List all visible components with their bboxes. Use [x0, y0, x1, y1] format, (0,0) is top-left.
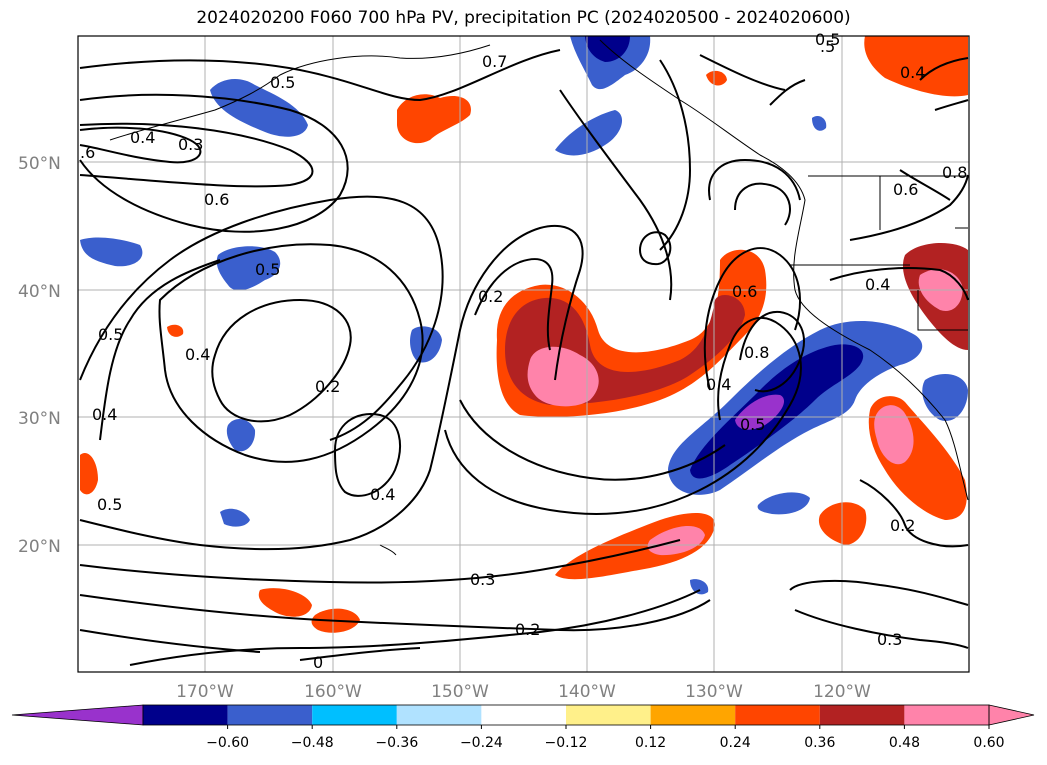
colorbar-segment: [312, 705, 397, 725]
contour-label: 0.5: [270, 73, 295, 92]
colorbar-segment: [143, 705, 228, 725]
precip-peak-region: [874, 405, 914, 465]
precip-negative-region: [210, 78, 308, 137]
lon-label: 160°W: [304, 682, 362, 702]
contour-label: 0.3: [178, 135, 203, 154]
precip-negative-region: [555, 110, 623, 156]
colorbar-segment: [650, 705, 736, 725]
colorbar: −0.60 −0.48 −0.36 −0.24 −0.12 0.12 0.24 0.36 0.4…: [11, 704, 1035, 751]
contour-label: 0.5: [255, 260, 280, 279]
graticule: [78, 36, 969, 672]
contour-label: 0: [313, 653, 323, 672]
colorbar-segment: [227, 705, 313, 725]
colorbar-tick-label: −0.12: [545, 735, 588, 751]
contour-label: 0.2: [890, 516, 915, 535]
colorbar-segment: [819, 705, 905, 725]
contour-label: 0.3: [877, 630, 902, 649]
contour-label: 0.4: [865, 275, 890, 294]
precip-negative-region: [812, 116, 827, 131]
contour-label: 0.2: [478, 287, 503, 306]
lon-label: 130°W: [685, 682, 743, 702]
longitude-labels: 170°W 160°W 150°W 140°W 130°W 120°W: [176, 682, 871, 702]
lat-label: 40°N: [18, 282, 61, 302]
contour-label: 0.4: [706, 375, 731, 394]
precip-negative-region: [226, 418, 256, 452]
map-frame: [77, 35, 970, 673]
contour-label: 0.4: [185, 345, 210, 364]
pv-contours: [79, 49, 969, 666]
precip-negative-region: [757, 492, 810, 515]
contour-label: 0.4: [370, 485, 395, 504]
precip-strong-negative-region: [585, 36, 630, 62]
contour-label: 0.5: [98, 325, 123, 344]
contour-label: 0.8: [942, 163, 967, 182]
colorbar-segment: [396, 705, 482, 725]
contour-label: 0.6: [893, 180, 918, 199]
contour-label: 0.2: [515, 620, 540, 639]
precip-negative-region: [220, 508, 250, 527]
colorbar-segment: [566, 705, 651, 725]
contour-label: 0.4: [900, 63, 925, 82]
contour-label: 0.2: [315, 377, 340, 396]
precip-positive-region: [258, 588, 312, 617]
colorbar-extend-high: [988, 704, 1035, 726]
colorbar-tick-label: −0.48: [291, 735, 334, 751]
contour-label: 0.5: [740, 415, 765, 434]
lat-label: 30°N: [18, 409, 61, 429]
colorbar-tick-label: 0.36: [804, 735, 835, 751]
colorbar-tick-label: −0.24: [460, 735, 503, 751]
precip-positive-region: [397, 94, 471, 144]
colorbar-extend-low: [11, 704, 144, 726]
contour-label: 0.7: [482, 52, 507, 71]
contour-label: 0.6: [732, 282, 757, 301]
colorbar-tick-label: −0.60: [206, 735, 249, 751]
precip-positive-region: [167, 324, 184, 337]
precip-positive-region: [706, 70, 727, 86]
contour-label: 0.8: [744, 343, 769, 362]
figure-title: 2024020200 F060 700 hPa PV, precipitatio…: [196, 8, 851, 28]
precip-min-region: [735, 394, 785, 430]
precip-fills: [80, 36, 968, 633]
contour-labels: 0.5 0.7 0.5 0.4 0.3 .6 0.6 0.5 0.5 0.4 0…: [80, 30, 967, 672]
lat-label: 20°N: [18, 537, 61, 557]
precip-peak-region: [527, 346, 599, 407]
lon-label: 170°W: [176, 682, 234, 702]
colorbar-segment: [904, 705, 989, 725]
precip-negative-region: [690, 579, 709, 595]
colorbar-tick-label: −0.36: [375, 735, 418, 751]
lon-label: 140°W: [558, 682, 616, 702]
contour-label: 0.4: [92, 405, 117, 424]
precip-positive-region: [80, 452, 98, 495]
lon-label: 120°W: [813, 682, 871, 702]
colorbar-tick-label: 0.24: [720, 735, 751, 751]
contour-label: 0.4: [130, 128, 155, 147]
contour-label: .5: [820, 37, 835, 56]
precip-negative-region: [80, 237, 143, 267]
lon-label: 150°W: [431, 682, 489, 702]
colorbar-tick-label: 0.12: [635, 735, 666, 751]
colorbar-segment: [735, 705, 820, 725]
precip-positive-region: [864, 36, 968, 97]
coastlines: [109, 39, 969, 556]
precip-positive-region: [818, 502, 867, 545]
colorbar-segment: [481, 705, 566, 725]
contour-label: 0.5: [815, 30, 840, 49]
contour-label: 0.6: [204, 190, 229, 209]
latitude-labels: 50°N 40°N 30°N 20°N: [18, 154, 61, 557]
contour-label: 0.5: [97, 495, 122, 514]
precip-negative-region: [922, 374, 968, 421]
colorbar-tick-label: 0.48: [889, 735, 920, 751]
contour-label: .6: [80, 143, 95, 162]
contour-label: 0.3: [470, 570, 495, 589]
lat-label: 50°N: [18, 154, 61, 174]
colorbar-tick-label: 0.60: [973, 735, 1004, 751]
